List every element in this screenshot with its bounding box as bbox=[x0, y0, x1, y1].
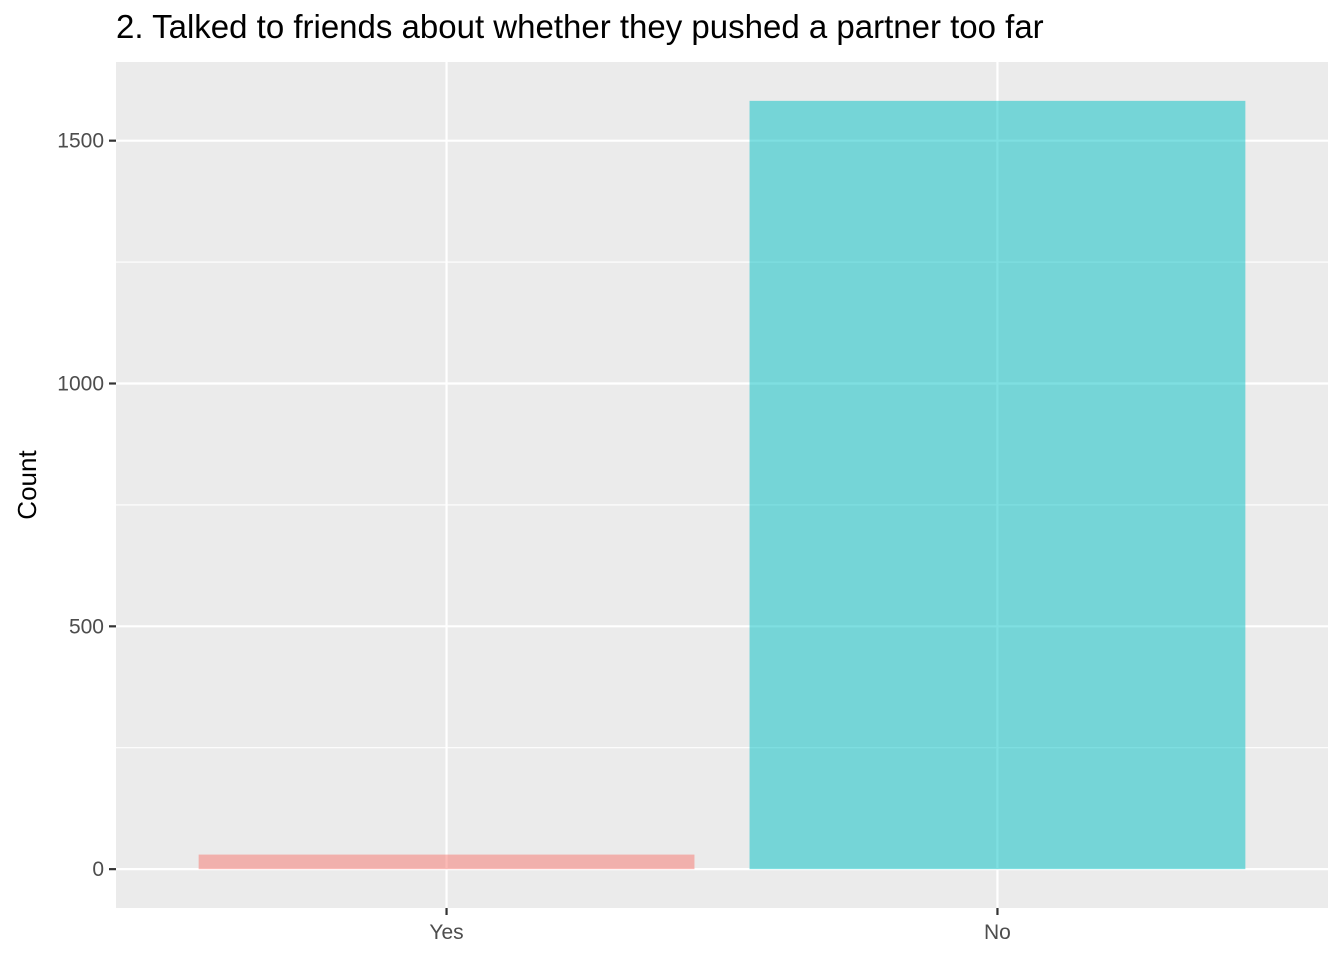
chart-title: 2. Talked to friends about whether they … bbox=[116, 8, 1044, 45]
y-tick-label: 1000 bbox=[57, 372, 104, 395]
y-tick-label: 1500 bbox=[57, 130, 104, 153]
y-tick-label: 500 bbox=[69, 615, 104, 638]
y-axis-title: Count bbox=[12, 450, 42, 520]
bar-no bbox=[749, 100, 1246, 870]
x-tick-label: Yes bbox=[429, 921, 463, 944]
x-axis: Yes No bbox=[429, 908, 1011, 944]
bars bbox=[198, 100, 1246, 870]
x-tick-label: No bbox=[984, 921, 1011, 944]
bar-yes bbox=[198, 854, 695, 870]
y-tick-label: 0 bbox=[92, 858, 104, 881]
y-axis: 0 500 1000 1500 bbox=[57, 130, 116, 881]
